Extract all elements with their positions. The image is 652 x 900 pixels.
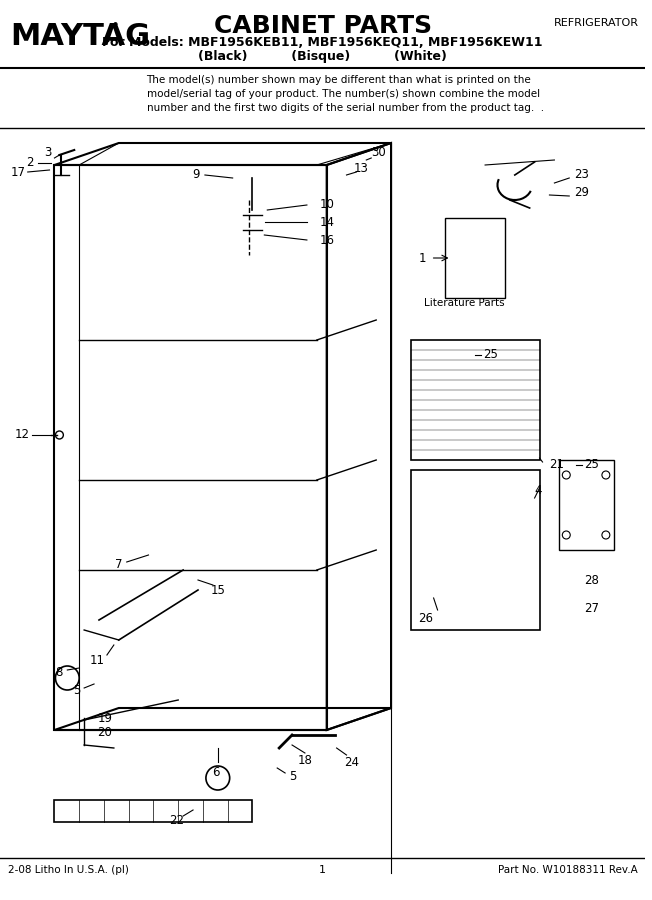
Text: 22: 22 [169,814,184,826]
Text: 1: 1 [319,865,326,875]
Text: 20: 20 [98,725,112,739]
Bar [55,800,252,822]
Text: 25: 25 [584,458,599,472]
Text: For Models: MBF1956KEB11, MBF1956KEQ11, MBF1956KEW11: For Models: MBF1956KEB11, MBF1956KEQ11, … [102,36,543,49]
Text: 12: 12 [14,428,29,442]
Text: 19: 19 [97,712,112,724]
Text: 15: 15 [211,583,225,597]
Text: 8: 8 [55,665,63,679]
Text: 18: 18 [297,753,312,767]
Text: 29: 29 [574,186,589,200]
Text: 17: 17 [10,166,25,178]
Text: 4: 4 [535,483,542,497]
Text: 14: 14 [319,215,334,229]
Text: 13: 13 [354,161,369,175]
Text: 5: 5 [289,770,297,782]
Text: 1: 1 [418,251,426,265]
Bar [411,340,540,460]
Text: 28: 28 [584,573,599,587]
Text: REFRIGERATOR: REFRIGERATOR [554,18,638,28]
Text: MAYTAG: MAYTAG [10,22,150,51]
Text: Part No. W10188311 Rev.A: Part No. W10188311 Rev.A [498,865,638,875]
Text: CABINET PARTS: CABINET PARTS [214,14,432,38]
Text: 2-08 Litho In U.S.A. (pl): 2-08 Litho In U.S.A. (pl) [8,865,129,875]
Text: 10: 10 [319,199,334,212]
Text: 7: 7 [115,559,123,572]
Text: 16: 16 [319,233,334,247]
Text: °: ° [112,22,119,36]
Text: 6: 6 [212,766,220,778]
Bar [411,470,540,630]
Text: 9: 9 [192,168,200,182]
Text: (Black)          (Bisque)          (White): (Black) (Bisque) (White) [198,50,447,63]
Text: 27: 27 [584,601,599,615]
Text: The model(s) number shown may be different than what is printed on the
model/ser: The model(s) number shown may be differe… [147,75,544,113]
Text: 30: 30 [371,147,385,159]
Text: 11: 11 [89,653,104,667]
Text: 26: 26 [418,611,433,625]
Text: 2: 2 [26,157,33,169]
Text: 5: 5 [74,683,81,697]
Bar [559,460,614,550]
Text: Literature Parts: Literature Parts [424,298,505,308]
Text: 23: 23 [574,168,589,182]
Text: 24: 24 [344,755,359,769]
Text: 25: 25 [483,348,498,362]
Text: 21: 21 [550,458,565,472]
Text: 3: 3 [44,147,52,159]
Bar [445,218,505,298]
